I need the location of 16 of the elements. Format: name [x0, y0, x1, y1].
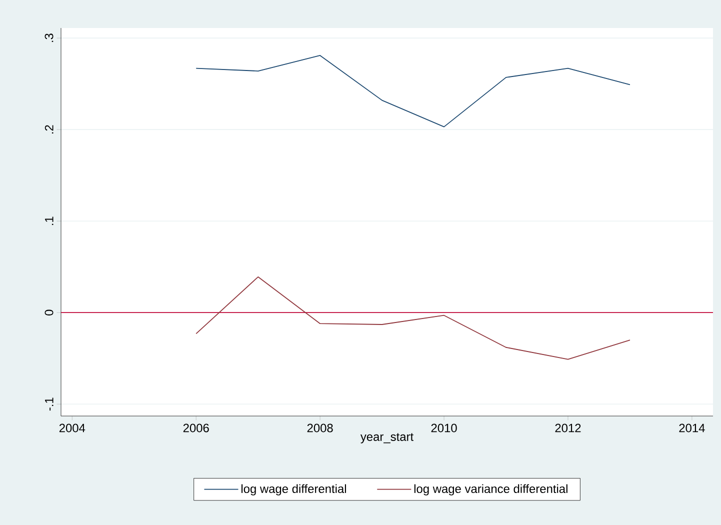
y-tick-label: .2: [44, 125, 54, 134]
x-tick-label: 2010: [431, 424, 457, 432]
x-tick-label: 2012: [555, 424, 581, 432]
y-tick-label: .3: [44, 34, 54, 42]
x-tick-label: 2004: [59, 424, 86, 432]
y-tick-label: .1: [45, 216, 54, 225]
line-series: [196, 276, 630, 360]
x-tick-label: 2008: [307, 424, 333, 432]
x-axis-title: year_start: [360, 433, 414, 444]
legend-label: log wage variance differential: [414, 484, 568, 496]
legend-label: log wage differential: [242, 484, 346, 496]
y-tick-label: 0: [44, 310, 54, 316]
x-tick-label: 2006: [183, 424, 209, 432]
line-series: [196, 55, 630, 128]
x-tick-label: 2014: [679, 424, 705, 432]
y-tick-label: -.1: [45, 398, 54, 411]
